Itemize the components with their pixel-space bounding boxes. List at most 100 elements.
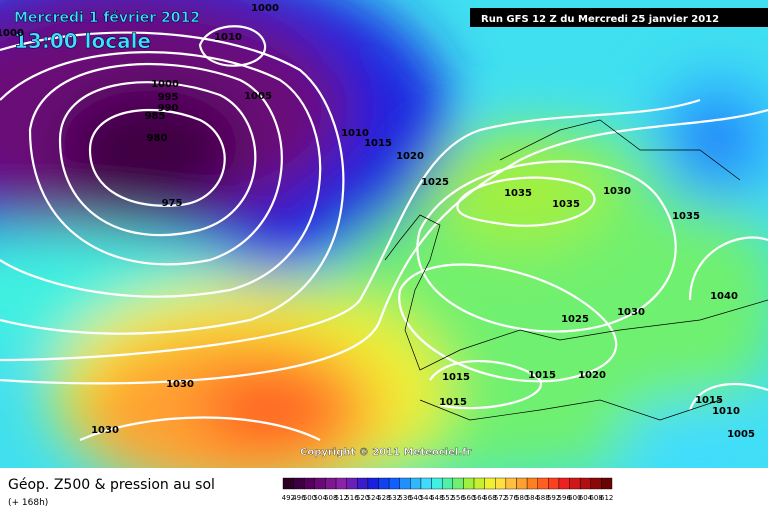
isobar-label: 1015 [439, 397, 467, 408]
scale-label: 596 [558, 494, 572, 502]
isobar-label: 1035 [552, 199, 580, 210]
scale-label: 592 [547, 494, 560, 502]
scale-label: 524 [367, 494, 381, 502]
scale-swatch [537, 477, 549, 490]
scale-label: 556 [451, 494, 465, 502]
scale-label: 516 [345, 494, 359, 502]
time-label: 13:00 locale [14, 29, 151, 53]
scale-swatch [526, 477, 538, 490]
scale-label: 528 [377, 494, 390, 502]
footer-title: Géop. Z500 & pression au sol [8, 477, 215, 493]
scale-swatch [441, 477, 454, 490]
isobar-label: 1015 [364, 138, 392, 149]
scale-swatch [484, 477, 496, 490]
scale-swatch [579, 477, 591, 490]
scale-swatch [569, 477, 581, 490]
isobar-label: 1030 [603, 186, 631, 197]
isobar-label: 1015 [442, 372, 470, 383]
scale-label: 492 [282, 494, 295, 502]
scale-swatch [367, 477, 379, 490]
run-box [470, 8, 768, 27]
scale-label: 568 [483, 494, 496, 502]
isobar-label: 1000 [251, 3, 279, 14]
isobar-label: 1020 [578, 370, 606, 381]
scale-swatch [304, 477, 316, 490]
scale-swatch [548, 477, 560, 490]
scale-swatch [335, 477, 347, 490]
scale-label: 532 [388, 494, 401, 502]
scale-label: 512 [335, 494, 348, 502]
scale-swatch [431, 477, 443, 490]
scale-swatch [452, 477, 464, 490]
scale-label: 608 [589, 494, 602, 502]
scale-swatch [558, 477, 570, 490]
scale-label: 520 [356, 494, 369, 502]
isobar-label: 985 [145, 111, 166, 122]
isobar-label: 1000 [0, 28, 24, 39]
isobar-label: 1030 [166, 379, 194, 390]
scale-label: 564 [473, 494, 487, 502]
isobar-label: 1040 [710, 291, 738, 302]
scale-swatch [325, 477, 337, 490]
scale-label: 560 [462, 494, 475, 502]
isobar-label: 1035 [672, 211, 700, 222]
footer [0, 468, 768, 512]
isobar-label: 1010 [341, 128, 369, 139]
scale-swatch [463, 477, 475, 490]
isobar-label: 975 [162, 198, 183, 209]
isobar-label: 1010 [712, 406, 740, 417]
copyright: Copyright © 2011 Meteociel.fr [300, 447, 471, 458]
date-label: Mercredi 1 février 2012 [14, 10, 200, 26]
scale-label: 496 [292, 494, 306, 502]
scale-label: 572 [494, 494, 507, 502]
isobar-label: 1025 [421, 177, 449, 188]
scale-swatch [346, 477, 358, 490]
scale-swatch [516, 477, 528, 490]
scale-label: 508 [324, 494, 337, 502]
isobar-label: 1015 [695, 395, 723, 406]
isobar-label: 1030 [91, 425, 119, 436]
scale-label: 544 [420, 494, 434, 502]
scale-swatch [314, 477, 326, 490]
isobar-label: 980 [147, 133, 168, 144]
scale-swatch [357, 477, 369, 490]
isobar-label: 1035 [504, 188, 532, 199]
lead-time: (+ 168h) [8, 498, 48, 508]
scale-swatch [293, 477, 305, 490]
scale-label: 588 [536, 494, 549, 502]
isobar-label: 1005 [727, 429, 755, 440]
scale-label: 604 [579, 494, 593, 502]
scale-swatch [495, 477, 507, 490]
run-label: Run GFS 12 Z du Mercredi 25 janvier 2012 [481, 14, 719, 25]
scale-swatch [601, 477, 613, 490]
scale-label: 500 [303, 494, 316, 502]
scale-swatch [410, 477, 422, 490]
map [0, 0, 768, 468]
color-scale: 4924965005045085125165205245285325365405… [282, 477, 613, 502]
scale-label: 600 [568, 494, 581, 502]
isobar-label: 1000 [151, 79, 179, 90]
scale-swatch [473, 477, 485, 490]
scale-swatch [282, 477, 294, 490]
isobar-label: 990 [158, 103, 179, 114]
scale-swatch [590, 477, 602, 490]
scale-label: 580 [515, 494, 528, 502]
isobar-label: 1020 [396, 151, 424, 162]
scale-swatch [388, 477, 400, 490]
scale-label: 548 [430, 494, 443, 502]
scale-label: 536 [398, 494, 412, 502]
isobar-label: 995 [158, 92, 179, 103]
scale-label: 612 [600, 494, 613, 502]
scale-swatch [399, 477, 411, 490]
isobar-label: 1025 [561, 314, 589, 325]
isobar-labels: 1000100010101000995990985100598097510101… [0, 3, 755, 440]
isobar-label: 1015 [528, 370, 556, 381]
isobar-label: 1030 [617, 307, 645, 318]
scale-swatch [378, 477, 390, 490]
scale-label: 504 [313, 494, 327, 502]
scale-swatch [505, 477, 517, 490]
scale-label: 576 [504, 494, 518, 502]
scale-label: 584 [526, 494, 540, 502]
scale-label: 552 [441, 494, 454, 502]
isobar-label: 1005 [244, 91, 272, 102]
